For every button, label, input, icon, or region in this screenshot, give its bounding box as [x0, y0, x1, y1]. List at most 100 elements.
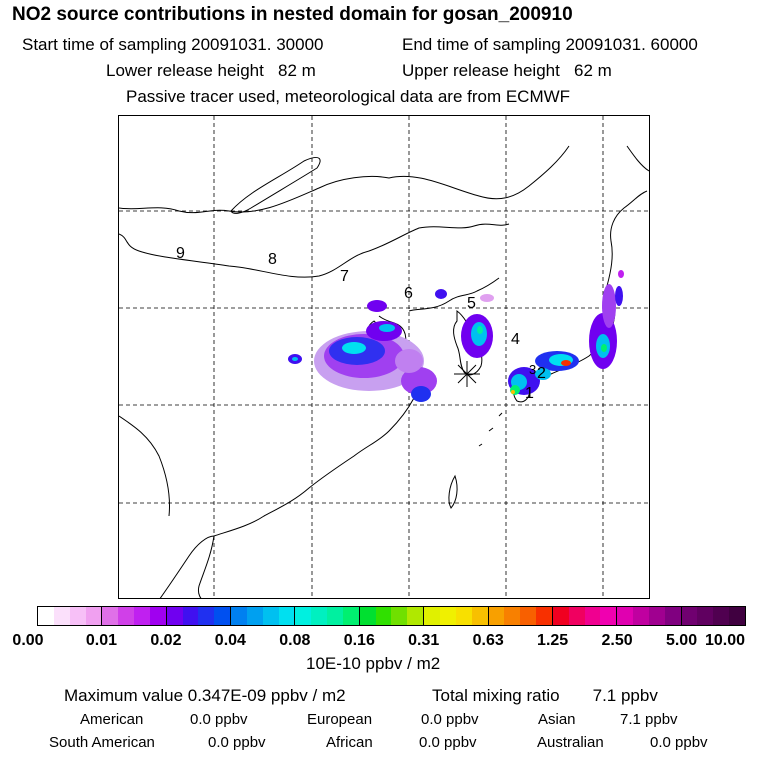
- colorbar-swatch: [262, 607, 279, 625]
- region-label-4: 4: [511, 331, 520, 348]
- tracer-note: Passive tracer used, meteorological data…: [126, 87, 571, 106]
- colorbar-tick-label: 0.08: [279, 632, 311, 649]
- region-label-2: 2: [537, 365, 546, 382]
- colorbar-swatch: [488, 607, 505, 625]
- colorbar-swatch: [375, 607, 392, 625]
- colorbar-segment: [617, 607, 682, 625]
- colorbar-tick-label: 5.00: [665, 632, 698, 649]
- colorbar-swatch: [455, 607, 472, 625]
- colorbar-swatch: [231, 607, 247, 625]
- colorbar-segment: [359, 607, 425, 625]
- colorbar-swatch: [295, 607, 312, 625]
- region-australian-name: Australian: [537, 734, 604, 751]
- region-label-9: 9: [176, 245, 185, 262]
- colorbar-tick-label: 0.02: [150, 632, 182, 649]
- colorbar-swatch: [552, 607, 569, 625]
- colorbar-tick-label: 0.16: [343, 632, 375, 649]
- colorbar-segment: [488, 607, 553, 625]
- colorbar-swatch: [584, 607, 601, 625]
- colorbar-swatch: [504, 607, 521, 625]
- colorbar-swatch: [664, 607, 681, 625]
- no2-contribution-field: [288, 270, 624, 402]
- region-label-6: 6: [404, 285, 413, 302]
- colorbar-swatch: [149, 607, 166, 625]
- colorbar-tick-label: 10.00: [704, 632, 746, 649]
- region-label-5: 5: [467, 295, 476, 312]
- colorbar-unit: 10E-10 ppbv / m2: [306, 654, 441, 673]
- colorbar-tick-label: 2.50: [601, 632, 633, 649]
- upper-release-label: Upper release height 62 m: [402, 61, 612, 80]
- colorbar-swatch: [278, 607, 295, 625]
- colorbar-swatch: [342, 607, 359, 625]
- max-value-label: Maximum value 0.347E-09 ppbv / m2: [64, 686, 346, 705]
- total-mixing-ratio: Total mixing ratio 7.1 ppbv: [432, 686, 658, 705]
- colorbar-segment: [552, 607, 618, 625]
- plot-title: NO2 source contributions in nested domai…: [12, 4, 573, 25]
- colorbar-swatch: [424, 607, 440, 625]
- colorbar-swatch: [681, 607, 698, 625]
- region-south-american-value: 0.0 ppbv: [208, 734, 266, 751]
- region-south-american-name: South American: [49, 734, 155, 751]
- colorbar-swatch: [536, 607, 552, 625]
- colorbar-swatch: [134, 607, 150, 625]
- region-labels: 9 8 7 6 5 4 3 2 1: [176, 245, 546, 402]
- map-panel: 9 8 7 6 5 4 3 2 1: [118, 115, 650, 599]
- colorbar-swatch: [182, 607, 199, 625]
- region-african-name: African: [326, 734, 373, 751]
- region-european-value: 0.0 ppbv: [421, 711, 479, 728]
- colorbar-swatch: [359, 607, 376, 625]
- end-time-label: End time of sampling 20091031. 60000: [402, 35, 698, 54]
- colorbar-swatch: [713, 607, 730, 625]
- colorbar-swatch: [600, 607, 617, 625]
- colorbar-swatch: [568, 607, 585, 625]
- start-time-label: Start time of sampling 20091031. 30000: [22, 35, 324, 54]
- region-australian-value: 0.0 ppbv: [650, 734, 708, 751]
- colorbar-tick-label: 0.04: [214, 632, 246, 649]
- colorbar-tick-label: 0.00: [12, 632, 44, 649]
- colorbar-tick-label: 0.31: [408, 632, 440, 649]
- colorbar: [37, 606, 746, 626]
- region-label-7: 7: [340, 268, 349, 285]
- colorbar-tick-label: 0.01: [85, 632, 118, 649]
- colorbar-swatch: [617, 607, 634, 625]
- colorbar-swatch: [53, 607, 70, 625]
- colorbar-swatch: [391, 607, 408, 625]
- colorbar-swatch: [471, 607, 488, 625]
- colorbar-swatch: [440, 607, 456, 625]
- colorbar-segment: [166, 607, 232, 625]
- colorbar-swatch: [407, 607, 424, 625]
- region-american-name: American: [80, 711, 144, 728]
- colorbar-swatch: [69, 607, 86, 625]
- colorbar-swatch: [118, 607, 135, 625]
- colorbar-swatch: [520, 607, 537, 625]
- colorbar-tick-label: 1.25: [537, 632, 569, 649]
- colorbar-swatch: [633, 607, 649, 625]
- colorbar-swatch: [38, 607, 54, 625]
- colorbar-segment: [295, 607, 360, 625]
- region-label-3: 3: [529, 362, 536, 377]
- receptor-marker: [454, 361, 480, 387]
- colorbar-segment: [38, 607, 103, 625]
- colorbar-swatch: [327, 607, 343, 625]
- colorbar-swatch: [648, 607, 665, 625]
- colorbar-swatch: [729, 607, 745, 625]
- region-label-1: 1: [525, 385, 534, 402]
- region-asian-value: 7.1 ppbv: [620, 711, 678, 728]
- colorbar-swatch: [85, 607, 102, 625]
- colorbar-swatch: [697, 607, 714, 625]
- region-asian-name: Asian: [538, 711, 576, 728]
- colorbar-swatch: [198, 607, 215, 625]
- colorbar-segment: [231, 607, 296, 625]
- region-african-value: 0.0 ppbv: [419, 734, 477, 751]
- map-canvas: 9 8 7 6 5 4 3 2 1: [119, 116, 649, 598]
- colorbar-segment: [681, 607, 745, 625]
- colorbar-segment: [102, 607, 167, 625]
- colorbar-swatch: [246, 607, 263, 625]
- colorbar-swatch: [166, 607, 183, 625]
- colorbar-tick-label: 0.63: [472, 632, 504, 649]
- colorbar-swatch: [311, 607, 328, 625]
- region-european-name: European: [307, 711, 373, 728]
- region-label-8: 8: [268, 251, 277, 268]
- colorbar-swatch: [214, 607, 231, 625]
- colorbar-swatch: [102, 607, 119, 625]
